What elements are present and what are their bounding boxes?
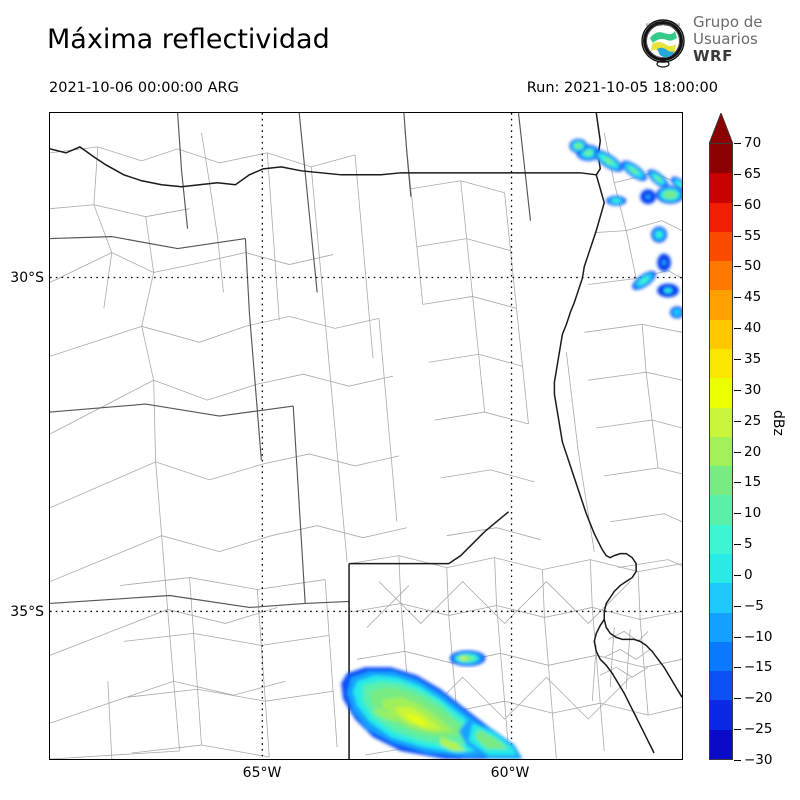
colorbar-tick-label-70: 70 bbox=[744, 135, 762, 151]
x-tick-label-65w: 65°W bbox=[242, 765, 282, 781]
colorbar-band--20 bbox=[710, 671, 732, 701]
colorbar-tick-label--25: −25 bbox=[744, 721, 773, 738]
colorbar-band--15 bbox=[710, 641, 732, 672]
colorbar-band-70 bbox=[710, 144, 732, 174]
colorbar-band-50 bbox=[710, 261, 732, 291]
colorbar-band-65 bbox=[710, 173, 732, 203]
colorbar-extend-arrow bbox=[709, 113, 733, 144]
colorbar-band-0 bbox=[710, 553, 732, 584]
colorbar-tick-5 bbox=[734, 544, 741, 546]
colorbar-tick-label-60: 60 bbox=[744, 196, 762, 213]
lat-lon-gridlines bbox=[50, 113, 682, 759]
colorbar-tick-label-65: 65 bbox=[744, 165, 762, 182]
colorbar-tick-label-20: 20 bbox=[744, 443, 762, 460]
colorbar-gradient bbox=[709, 143, 733, 760]
colorbar-band--30 bbox=[710, 729, 732, 759]
colorbar-tick-50 bbox=[734, 266, 741, 268]
y-tick-label-35s: 35°S bbox=[10, 604, 44, 620]
colorbar-tick-label--20: −20 bbox=[744, 690, 773, 707]
colorbar-tick-25 bbox=[734, 420, 741, 422]
echo-small-cell-central bbox=[449, 650, 486, 667]
svg-text:GRUPO DE USUARIOS: GRUPO DE USUARIOS bbox=[646, 23, 681, 27]
colorbar-tick-10 bbox=[734, 513, 741, 515]
colorbar-tick--30 bbox=[734, 760, 741, 761]
colorbar-band-25 bbox=[710, 407, 732, 437]
colorbar-band--25 bbox=[710, 700, 732, 730]
colorbar-tick-45 bbox=[734, 297, 741, 299]
colorbar-band-60 bbox=[710, 202, 732, 232]
colorbar-band-45 bbox=[710, 290, 732, 320]
colorbar-band-55 bbox=[710, 231, 732, 262]
department-boundaries bbox=[50, 130, 682, 759]
colorbar-tick-label-5: 5 bbox=[744, 536, 753, 553]
logo-line-3: WRF bbox=[693, 47, 733, 65]
colorbar-tick-55 bbox=[734, 235, 741, 237]
colorbar-tick-70 bbox=[734, 143, 741, 144]
echo-southwest-squall-line bbox=[341, 667, 523, 759]
colorbar-tick-35 bbox=[734, 358, 741, 360]
logo-line-1: Grupo de bbox=[693, 13, 763, 31]
colorbar-tick-label-30: 30 bbox=[744, 381, 762, 398]
map-canvas bbox=[50, 113, 682, 759]
colorbar-band-10 bbox=[710, 495, 732, 525]
y-tick-label-30s: 30°S bbox=[10, 270, 44, 286]
colorbar-tick-0 bbox=[734, 574, 741, 576]
colorbar-tick-label--30: −30 bbox=[744, 752, 773, 768]
colorbar-tick-label--10: −10 bbox=[744, 628, 773, 645]
run-time-label: Run: 2021-10-05 18:00:00 bbox=[526, 80, 718, 96]
colorbar-tick-label--5: −5 bbox=[744, 597, 764, 614]
colorbar-tick--5 bbox=[734, 605, 741, 607]
colorbar-tick-20 bbox=[734, 451, 741, 453]
x-tick-label-60w: 60°W bbox=[490, 765, 530, 781]
colorbar-tick--10 bbox=[734, 636, 741, 638]
colorbar-tick--15 bbox=[734, 667, 741, 669]
wrf-globe-emblem-icon: GRUPO DE USUARIOS bbox=[641, 19, 685, 68]
reflectivity-map[interactable] bbox=[49, 112, 683, 760]
colorbar-band-35 bbox=[710, 348, 732, 379]
colorbar-tick-60 bbox=[734, 204, 741, 206]
logo-line-2: Usuarios bbox=[693, 30, 758, 48]
colorbar-band--10 bbox=[710, 612, 732, 642]
colorbar-tick-label-15: 15 bbox=[744, 474, 762, 491]
colorbar-tick-15 bbox=[734, 482, 741, 484]
colorbar-title: dBz bbox=[770, 410, 786, 436]
wrf-user-group-logo: GRUPO DE USUARIOS Grupo de Usuarios WRF bbox=[637, 14, 797, 72]
colorbar-band-15 bbox=[710, 466, 732, 496]
colorbar-tick-label-55: 55 bbox=[744, 227, 762, 244]
colorbar-band--5 bbox=[710, 583, 732, 613]
colorbar-tick-label-35: 35 bbox=[744, 350, 762, 367]
colorbar-tick--25 bbox=[734, 729, 741, 731]
colorbar-tick--20 bbox=[734, 698, 741, 700]
colorbar-tick-40 bbox=[734, 328, 741, 330]
colorbar-tick-label-45: 45 bbox=[744, 289, 762, 306]
colorbar-band-20 bbox=[710, 436, 732, 467]
page-title: Máxima reflectividad bbox=[47, 24, 330, 55]
logo-text-block: Grupo de Usuarios WRF bbox=[693, 14, 763, 65]
colorbar-tick-label-10: 10 bbox=[744, 505, 762, 522]
colorbar-band-40 bbox=[710, 319, 732, 349]
colorbar-band-30 bbox=[710, 378, 732, 408]
colorbar-tick-label-50: 50 bbox=[744, 258, 762, 275]
colorbar-tick-label-25: 25 bbox=[744, 412, 762, 429]
echo-east-border-cells bbox=[606, 185, 682, 319]
echo-northeast-cell-cluster bbox=[569, 138, 682, 193]
valid-time-label: 2021-10-06 00:00:00 ARG bbox=[49, 80, 239, 96]
colorbar-tick-65 bbox=[734, 173, 741, 175]
colorbar-tick-label--15: −15 bbox=[744, 659, 773, 676]
colorbar-band-5 bbox=[710, 524, 732, 554]
colorbar-tick-label-40: 40 bbox=[744, 320, 762, 337]
national-borders bbox=[50, 113, 682, 759]
colorbar-tick-label-0: 0 bbox=[744, 566, 753, 583]
colorbar-tick-30 bbox=[734, 389, 741, 391]
